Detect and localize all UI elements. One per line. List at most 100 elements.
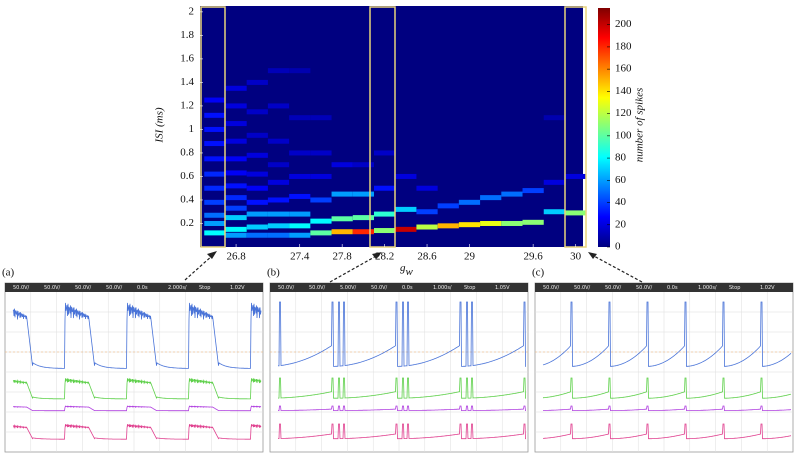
heat-cell (225, 205, 247, 211)
colorbar-tick-label: 100 (615, 129, 632, 141)
y-tick-label: 0.6 (180, 170, 194, 182)
heat-cell (395, 173, 417, 179)
y-tick-label: 2 (189, 5, 195, 17)
heat-cell (373, 228, 396, 234)
scope-header-text: 1.05V (495, 285, 510, 291)
heat-cell (246, 232, 268, 238)
heat-cell (289, 150, 311, 156)
colorbar-tick-label: 0 (615, 241, 621, 253)
heat-cell (204, 220, 226, 226)
heat-cell (267, 232, 290, 238)
heat-cell (225, 103, 247, 109)
x-tick-label: 29 (464, 251, 476, 263)
heat-cell (267, 211, 290, 217)
heat-cell (204, 97, 226, 103)
arrow-heads (207, 251, 597, 259)
heat-cell (310, 197, 332, 203)
heat-cell (225, 138, 247, 144)
colorbar-tick-label: 140 (615, 85, 632, 97)
scope-header (535, 283, 793, 292)
arrow (329, 254, 379, 283)
heat-cell (225, 170, 247, 176)
heat-cell (373, 150, 396, 156)
colorbar-tick-label: 120 (615, 107, 632, 119)
heat-cell (395, 206, 417, 212)
heat-cell (310, 150, 332, 156)
scope-trace (543, 405, 791, 411)
colorbar-tick-label: 160 (615, 63, 632, 75)
heat-cell (310, 230, 332, 236)
heatmap (200, 6, 587, 247)
x-axis-label: gw (400, 262, 414, 278)
heat-cell (480, 220, 502, 226)
heat-cell (289, 193, 311, 199)
scope-trace (542, 377, 792, 399)
heat-cell (267, 179, 290, 185)
heat-cell (310, 173, 332, 179)
heat-cell (246, 79, 268, 85)
x-axis-label-main: g (400, 262, 406, 274)
y-tick-label: 1.2 (180, 99, 194, 111)
heat-cell (225, 121, 247, 127)
x-axis-label-sub: w (406, 266, 414, 278)
arrow-head (588, 252, 597, 259)
y-tick-label: 1.4 (180, 76, 194, 88)
scope-header-text: 1.02V (760, 285, 775, 291)
colorbar-tick-label: 20 (615, 218, 627, 230)
heat-cell (204, 185, 226, 191)
scope-header-text: 50.0V/ (371, 285, 388, 291)
heat-cell (204, 126, 226, 132)
oscilloscope-panels: (a) 50.0V/50.0V/50.0V/50.0V/0.0s 2.000s/St… (2, 267, 794, 453)
panel-label: (a) (2, 267, 15, 279)
heat-cell (267, 162, 290, 168)
scope-trace (278, 405, 526, 411)
heat-cell (289, 232, 311, 238)
highlight-box (200, 6, 226, 248)
scope-header (270, 283, 528, 292)
scope-trace (12, 302, 262, 369)
heat-cell (204, 212, 226, 218)
scope-header-text: 2.000s/ (168, 285, 187, 291)
x-tick-label: 30 (570, 251, 582, 263)
heat-cell (458, 222, 481, 228)
heat-cell (458, 199, 481, 205)
scope-header (5, 283, 263, 292)
y-axis-label: ISI (ms) (154, 107, 166, 143)
scope-trace (12, 423, 262, 440)
heat-cell (225, 215, 247, 221)
heat-cell (246, 199, 268, 205)
scope-header-text: 50.0V/ (106, 285, 123, 291)
colorbar-tick-label: 80 (615, 152, 627, 164)
heat-cell (331, 162, 353, 168)
scope-header-text: 1.000s/ (433, 285, 452, 291)
arrow-head (372, 252, 382, 259)
colorbar-tick-label: 180 (615, 40, 632, 52)
x-tick-label: 28.6 (417, 251, 437, 263)
colorbar-tick-label: 200 (615, 18, 632, 30)
scope-trace (278, 423, 526, 440)
heat-cell (310, 115, 332, 121)
highlight-box (369, 6, 396, 248)
heat-cell (501, 220, 523, 226)
colorbar-tick-label: 60 (615, 174, 627, 186)
scope-header-text: Stop (199, 285, 210, 291)
heat-cell (543, 179, 565, 185)
heat-cell (246, 152, 268, 158)
arrow (591, 254, 643, 283)
scope-header-text: 0.0s (667, 285, 678, 291)
heat-cell (352, 229, 374, 235)
heat-cell (564, 210, 587, 216)
scope-panel: (c) 50.0V/50.0V/50.0V/50.0V/0.0s 1.000s/St… (532, 267, 794, 453)
y-tick-label: 0.2 (180, 217, 194, 229)
heat-cell (246, 211, 268, 217)
heat-cell (289, 211, 311, 217)
scope-header-text: 5.00V/ (340, 285, 357, 291)
heat-cell (225, 156, 247, 162)
heat-cell (204, 141, 226, 147)
plot-background (200, 6, 583, 247)
heat-cell (204, 230, 226, 236)
heat-cell (246, 109, 268, 115)
panel-label: (b) (267, 267, 280, 279)
scope-panel: (b) 50.0V/50.0V/5.00V/50.0V/0.0s 1.000s/St… (267, 267, 529, 453)
scope-header-text: 0.0s (402, 285, 413, 291)
